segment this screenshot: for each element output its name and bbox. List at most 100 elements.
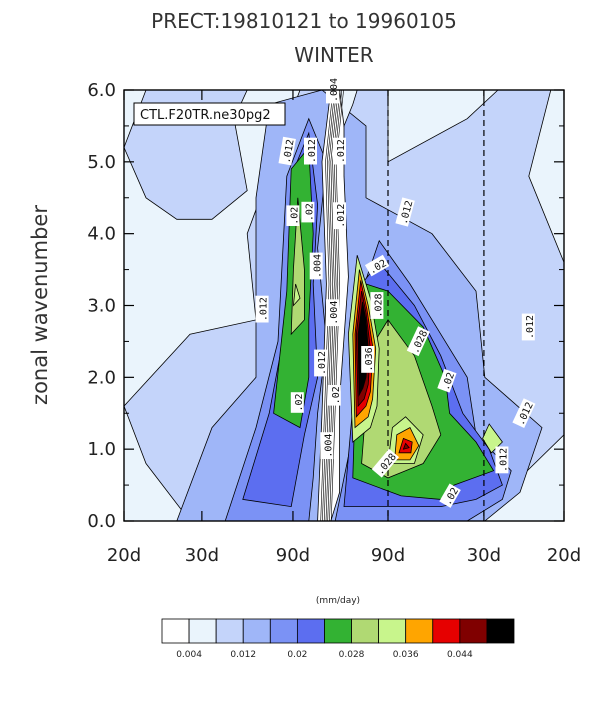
colorbar-swatch <box>296 618 325 644</box>
contour-label: .004 <box>326 299 340 327</box>
contour-label-bg <box>309 252 323 280</box>
x-tick-label: 90d <box>371 545 405 566</box>
contour-label-text: .02 <box>331 386 342 404</box>
contour-label-bg <box>361 345 375 373</box>
contour-label-text: .028 <box>373 293 384 317</box>
contour-label-bg <box>320 432 334 460</box>
y-tick-label: 4.0 <box>87 224 116 245</box>
colorbar-label: 0.028 <box>339 650 365 660</box>
contour-label: .012 <box>255 295 270 323</box>
contour-region <box>482 423 503 454</box>
contour-label-bg <box>326 299 339 327</box>
x-tick-label: 20d <box>547 545 581 566</box>
x-tick-label: 90d <box>276 545 310 566</box>
contour-label-bg <box>314 349 328 377</box>
y-tick-label: 6.0 <box>87 80 116 101</box>
y-axis: 0.0 1.0 2.0 3.0 4.0 5.0 6.0 <box>87 80 564 532</box>
contour-label-bg <box>406 326 430 357</box>
chart-subtitle: WINTER <box>294 43 373 67</box>
contour-label-text: .012 <box>282 139 297 165</box>
contour-label-text: .012 <box>307 139 318 163</box>
colorbar-label: 0.036 <box>393 650 419 660</box>
contour-label-bg <box>333 202 346 230</box>
contour-label-text: .012 <box>336 139 347 163</box>
colorbar-swatch <box>242 618 271 644</box>
contour-label-bg <box>495 446 509 474</box>
colorbar-swatch <box>161 618 190 644</box>
contour-label-text: .012 <box>336 204 347 228</box>
contour-label: .012 <box>314 349 328 377</box>
contour-label: .036 <box>361 345 375 373</box>
contour-label: .02 <box>290 392 305 413</box>
contour-label-bg <box>301 201 315 223</box>
colorbar-swatch <box>351 618 380 644</box>
contour-fills <box>124 90 564 521</box>
colorbar-swatch <box>269 618 298 644</box>
contour-label-text: .012 <box>525 315 536 339</box>
x-tick-label: 20d <box>107 545 141 566</box>
contour-region <box>292 283 301 307</box>
contour-label-bg <box>371 448 400 478</box>
contour-label-bg <box>304 137 317 165</box>
contour-label: .012 <box>521 313 536 341</box>
contour-label-bg <box>370 292 384 319</box>
contour-label: .02 <box>286 205 300 226</box>
colorbar-swatch <box>486 618 515 644</box>
y-tick-label: 0.0 <box>87 511 116 532</box>
reference-lines <box>387 90 485 521</box>
contour-label-bg <box>327 384 341 406</box>
contour-label: .004 <box>309 252 324 280</box>
colorbar-swatch <box>188 618 217 644</box>
contour-label-bg <box>364 254 390 277</box>
contour-label-text: .012 <box>259 297 270 321</box>
contour-label-bg <box>333 137 346 165</box>
colorbar-units: (mm/day) <box>316 596 360 606</box>
contour-label: .012 <box>278 136 297 166</box>
contour-label-text: .004 <box>313 254 324 278</box>
y-tick-label: 3.0 <box>87 296 116 317</box>
contour-label-bg <box>395 197 415 227</box>
contour-label-text: .004 <box>323 434 334 458</box>
colorbar-label: 0.02 <box>287 650 307 660</box>
contour-label: .028 <box>370 292 384 319</box>
contour-label-bg <box>512 398 536 428</box>
colorbar-swatch <box>378 618 407 644</box>
colorbar-swatch <box>324 618 352 644</box>
x-axis: 20d 30d 90d 90d 30d 20d <box>107 90 581 566</box>
y-tick-label: 5.0 <box>87 152 116 173</box>
y-tick-label: 2.0 <box>87 367 116 388</box>
x-tick-label: 30d <box>185 545 219 566</box>
colorbar-label: 0.004 <box>176 650 202 660</box>
colorbar-label: 0.012 <box>230 650 256 660</box>
contour-label: .012 <box>333 202 347 230</box>
contour-region <box>339 90 358 128</box>
colorbar: 0.004 0.012 0.02 0.028 0.036 0.044 <box>161 618 515 660</box>
contour-label-bg <box>521 313 535 341</box>
contour-label-bg <box>255 295 269 323</box>
contour-label-bg <box>290 392 304 413</box>
colorbar-swatch <box>459 618 488 644</box>
contour-label: .012 <box>495 446 509 474</box>
colorbar-swatch <box>405 618 434 644</box>
contour-label-text: .02 <box>304 203 315 221</box>
colorbar-swatch <box>432 618 461 644</box>
x-tick-label: 30d <box>467 545 501 566</box>
contour-label-text: .02 <box>289 207 300 225</box>
contour-label-text: .02 <box>294 393 305 411</box>
contour-label: .012 <box>304 137 318 165</box>
contour-label-bg <box>286 205 300 226</box>
model-label: CTL.F20TR.ne30pg2 <box>140 108 271 123</box>
y-tick-label: 1.0 <box>87 439 116 460</box>
contour-label-bg <box>439 483 461 508</box>
model-label-box: CTL.F20TR.ne30pg2 <box>133 102 286 126</box>
contour-label: .02 <box>301 201 315 223</box>
colorbar-swatch <box>215 618 244 644</box>
contour-label-text: .012 <box>498 448 509 472</box>
contour-region <box>402 442 410 450</box>
contour-label-text: .012 <box>317 351 328 375</box>
contour-label-bg <box>278 136 296 166</box>
contour-labels: .004.012.012.012.012.012.012.012.012.012… <box>255 76 536 508</box>
contour-label-text: .004 <box>329 301 340 325</box>
colorbar-label: 0.044 <box>447 650 473 660</box>
